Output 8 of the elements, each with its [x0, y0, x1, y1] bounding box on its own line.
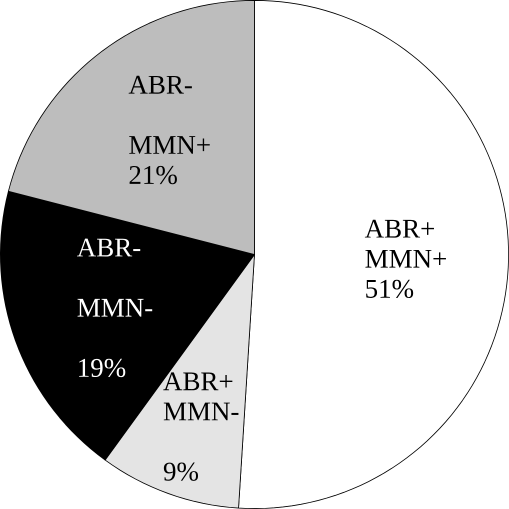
- data-label: 51%: [366, 280, 414, 298]
- category-label: ABR- MMN+: [128, 76, 210, 154]
- data-label: 9%: [164, 462, 198, 481]
- slice-label: ABR+ MMN-: [163, 372, 238, 420]
- slice-label: ABR+ MMN+: [364, 220, 446, 268]
- category-label: ABR- MMN-: [77, 238, 152, 317]
- data-label: 21%: [130, 166, 177, 184]
- data-label: 19%: [79, 358, 126, 378]
